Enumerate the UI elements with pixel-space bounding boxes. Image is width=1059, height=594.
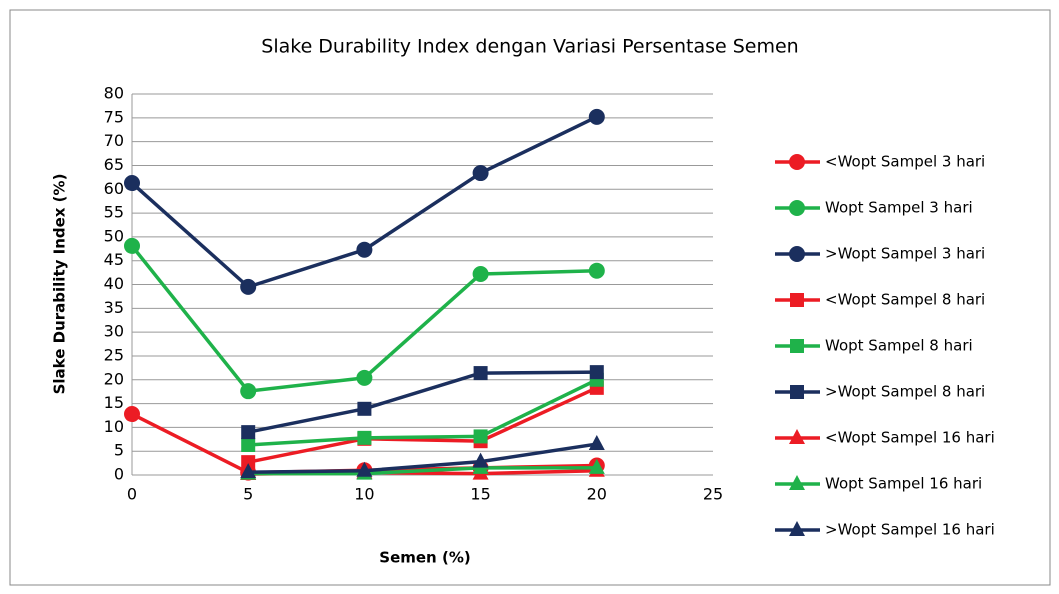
marker bbox=[357, 401, 372, 416]
marker bbox=[473, 429, 488, 444]
marker bbox=[472, 266, 489, 283]
legend-marker bbox=[789, 429, 805, 444]
legend-label: <Wopt Sampel 8 hari bbox=[825, 291, 985, 309]
marker bbox=[473, 366, 488, 381]
y-axis-label: Slake Durability Index (%) bbox=[51, 174, 69, 395]
marker bbox=[356, 369, 373, 386]
legend-label: >Wopt Sampel 16 hari bbox=[825, 521, 995, 539]
legend-label: >Wopt Sampel 3 hari bbox=[825, 245, 985, 263]
x-axis-label: Semen (%) bbox=[379, 549, 470, 567]
y-tick-label: 65 bbox=[104, 155, 124, 174]
x-tick-label: 0 bbox=[127, 485, 137, 504]
legend-marker bbox=[789, 200, 805, 216]
series-line bbox=[247, 386, 598, 464]
legend-marker bbox=[790, 339, 804, 353]
series-line bbox=[248, 466, 597, 476]
legend-marker bbox=[790, 385, 804, 399]
y-tick-label: 15 bbox=[104, 393, 124, 412]
legend-marker bbox=[789, 521, 805, 536]
marker bbox=[356, 241, 373, 258]
y-tick-label: 0 bbox=[114, 465, 124, 484]
y-tick-label: 80 bbox=[104, 84, 124, 103]
legend-label: <Wopt Sampel 3 hari bbox=[825, 153, 985, 171]
y-tick-label: 75 bbox=[104, 107, 124, 126]
legend-marker bbox=[790, 293, 804, 307]
marker bbox=[356, 461, 373, 477]
series-line bbox=[247, 370, 597, 434]
y-tick-label: 70 bbox=[104, 131, 124, 150]
marker bbox=[241, 455, 256, 470]
legend-marker bbox=[789, 246, 805, 262]
y-tick-label: 35 bbox=[104, 298, 124, 317]
series-line bbox=[248, 442, 598, 474]
marker bbox=[241, 437, 256, 452]
legend-label: Wopt Sampel 8 hari bbox=[825, 337, 973, 355]
x-tick-label: 15 bbox=[470, 485, 490, 504]
chart-border bbox=[9, 9, 1051, 586]
marker bbox=[124, 175, 140, 192]
x-tick-label: 5 bbox=[243, 485, 253, 504]
marker bbox=[588, 262, 605, 279]
y-tick-label: 55 bbox=[104, 203, 124, 222]
marker bbox=[124, 237, 140, 254]
y-tick-label: 5 bbox=[114, 441, 124, 460]
series-line bbox=[248, 378, 598, 447]
x-tick-label: 10 bbox=[354, 485, 374, 504]
y-tick-label: 50 bbox=[104, 226, 124, 245]
marker bbox=[588, 458, 605, 474]
marker bbox=[240, 278, 257, 295]
marker bbox=[472, 165, 489, 182]
marker bbox=[472, 452, 489, 468]
marker bbox=[124, 406, 140, 423]
y-tick-label: 60 bbox=[104, 179, 124, 198]
y-tick-label: 25 bbox=[104, 345, 124, 364]
marker bbox=[241, 425, 256, 440]
marker bbox=[589, 365, 604, 380]
marker bbox=[588, 108, 605, 125]
x-tick-label: 25 bbox=[703, 485, 723, 504]
y-tick-label: 20 bbox=[104, 369, 124, 388]
marker bbox=[240, 463, 257, 479]
legend-label: Wopt Sampel 16 hari bbox=[825, 475, 982, 493]
y-tick-label: 40 bbox=[104, 274, 124, 293]
marker bbox=[588, 435, 605, 451]
legend-label: >Wopt Sampel 8 hari bbox=[825, 383, 985, 401]
legend-label: <Wopt Sampel 16 hari bbox=[825, 429, 995, 447]
marker bbox=[240, 383, 257, 400]
marker bbox=[357, 430, 372, 445]
y-tick-label: 45 bbox=[104, 250, 124, 269]
x-tick-label: 20 bbox=[587, 485, 607, 504]
y-tick-label: 10 bbox=[104, 417, 124, 436]
chart-title: Slake Durability Index dengan Variasi Pe… bbox=[261, 36, 798, 58]
y-tick-label: 30 bbox=[104, 322, 124, 341]
legend-label: Wopt Sampel 3 hari bbox=[825, 199, 973, 217]
legend-marker bbox=[789, 475, 805, 490]
legend-marker bbox=[789, 154, 805, 170]
